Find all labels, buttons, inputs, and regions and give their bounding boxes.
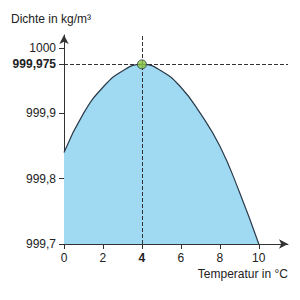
svg-text:4: 4 xyxy=(139,251,146,265)
svg-text:10: 10 xyxy=(252,251,266,265)
svg-text:999,9: 999,9 xyxy=(26,106,56,120)
svg-text:999,7: 999,7 xyxy=(26,237,56,251)
svg-text:2: 2 xyxy=(100,251,107,265)
svg-text:0: 0 xyxy=(61,251,68,265)
svg-text:Dichte in kg/m³: Dichte in kg/m³ xyxy=(11,12,91,26)
svg-text:999,975: 999,975 xyxy=(13,57,57,71)
svg-text:Temperatur in °C: Temperatur in °C xyxy=(198,267,288,281)
svg-text:8: 8 xyxy=(216,251,223,265)
svg-text:1000: 1000 xyxy=(29,41,56,55)
svg-text:999,8: 999,8 xyxy=(26,172,56,186)
svg-text:6: 6 xyxy=(178,251,185,265)
